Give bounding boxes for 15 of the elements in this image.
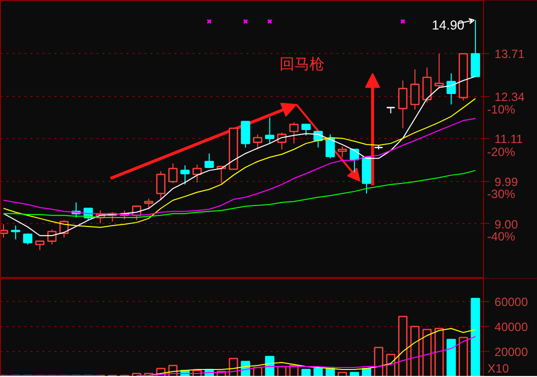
y-tick-label: 13.71	[494, 47, 525, 62]
y-tick-label: 9.00	[494, 217, 518, 232]
annotation: 14.90	[432, 17, 464, 32]
y2-tick-label: -40%	[487, 230, 516, 244]
y-tick-label: 20000	[494, 345, 528, 359]
y-tick-label: 11.11	[494, 132, 524, 146]
annotation: 回马枪	[279, 56, 324, 73]
text: X10	[488, 362, 510, 376]
y2-tick-label: -10%	[487, 102, 516, 116]
y-tick-label: 60000	[494, 295, 528, 309]
y2-tick-label: -30%	[487, 187, 516, 202]
y-tick-label: 40000	[494, 320, 528, 334]
y-tick-label: 9.99	[494, 175, 518, 190]
y-tick-label: 12.34	[494, 90, 525, 104]
y2-tick-label: -20%	[487, 144, 516, 159]
